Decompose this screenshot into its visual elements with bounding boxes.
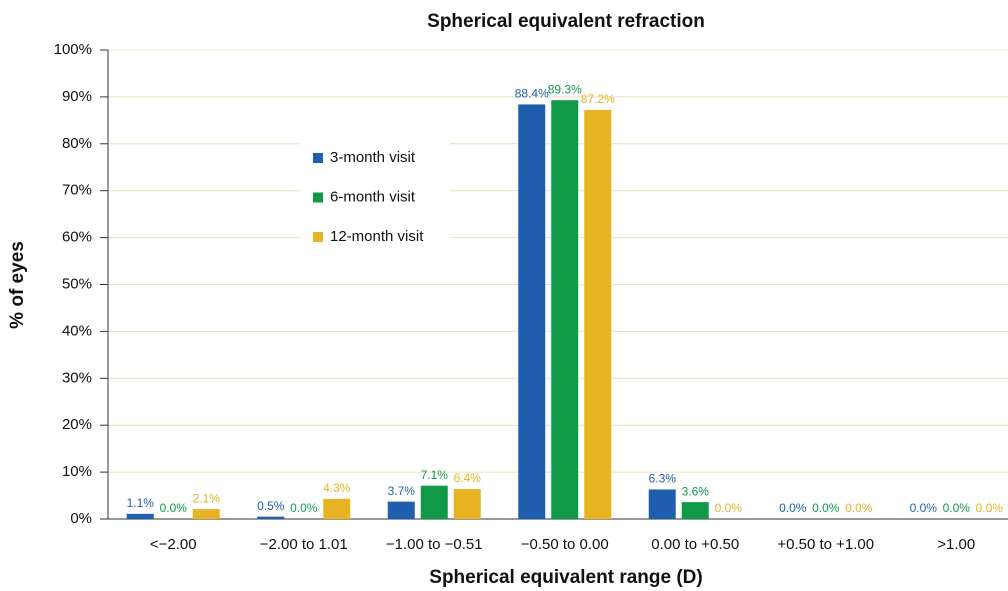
legend-box: [300, 138, 450, 256]
y-tick-label: 40%: [62, 322, 92, 339]
value-label: 1.1%: [127, 496, 155, 510]
bar: [518, 104, 546, 520]
bar: [648, 489, 676, 519]
bar: [257, 516, 285, 519]
legend-label: 12-month visit: [330, 228, 424, 245]
bar: [192, 509, 220, 519]
value-label: 89.3%: [548, 82, 582, 96]
y-tick-label: 70%: [62, 182, 92, 199]
value-label: 0.0%: [943, 501, 971, 515]
y-tick-label: 20%: [62, 416, 92, 433]
value-label: 6.3%: [649, 472, 677, 486]
value-label: 2.1%: [193, 491, 221, 505]
x-axis-label: Spherical equivalent range (D): [429, 567, 702, 588]
value-label: 0.0%: [812, 501, 840, 515]
value-label: 6.4%: [454, 471, 482, 485]
y-tick-label: 10%: [62, 463, 92, 480]
value-label: 88.4%: [515, 87, 549, 101]
chart-title: Spherical equivalent refraction: [427, 11, 705, 32]
bar: [584, 110, 612, 520]
x-tick-label: 0.00 to +0.50: [651, 536, 739, 553]
value-label: 0.0%: [845, 501, 873, 515]
legend-swatch: [313, 153, 323, 163]
value-label: 0.0%: [290, 501, 318, 515]
value-label: 87.2%: [581, 92, 615, 106]
x-tick-label: <−2.00: [150, 536, 197, 553]
y-tick-label: 0%: [70, 510, 92, 527]
y-tick-label: 80%: [62, 135, 92, 152]
value-label: 4.3%: [323, 481, 351, 495]
value-label: 0.0%: [779, 501, 807, 515]
bar: [681, 502, 709, 519]
y-tick-label: 50%: [62, 275, 92, 292]
legend-label: 3-month visit: [330, 149, 416, 166]
y-tick-label: 60%: [62, 229, 92, 246]
bar: [453, 488, 481, 519]
value-label: 0.0%: [160, 501, 188, 515]
legend-swatch: [313, 192, 323, 203]
value-label: 3.7%: [388, 484, 416, 498]
value-label: 3.6%: [682, 484, 710, 498]
value-label: 0.0%: [976, 501, 1004, 515]
value-label: 0.0%: [715, 501, 743, 515]
x-tick-label: −1.00 to −0.51: [386, 536, 483, 553]
x-tick-label: >1.00: [937, 536, 975, 553]
legend-label: 6-month visit: [330, 188, 416, 205]
legend-swatch: [313, 232, 323, 242]
bar: [387, 501, 415, 519]
y-tick-label: 100%: [54, 41, 92, 58]
y-tick-label: 90%: [62, 88, 92, 105]
value-label: 7.1%: [421, 468, 449, 482]
y-axis-label: % of eyes: [7, 241, 28, 329]
value-label: 0.5%: [257, 499, 285, 513]
bar: [551, 100, 579, 520]
x-tick-label: −0.50 to 0.00: [521, 536, 609, 553]
y-tick-label: 30%: [62, 369, 92, 386]
bar: [126, 513, 154, 519]
x-tick-label: −2.00 to 1.01: [260, 536, 348, 553]
bar: [323, 498, 351, 519]
value-label: 0.0%: [910, 501, 938, 515]
bar: [420, 485, 448, 519]
x-tick-label: +0.50 to +1.00: [777, 536, 874, 553]
